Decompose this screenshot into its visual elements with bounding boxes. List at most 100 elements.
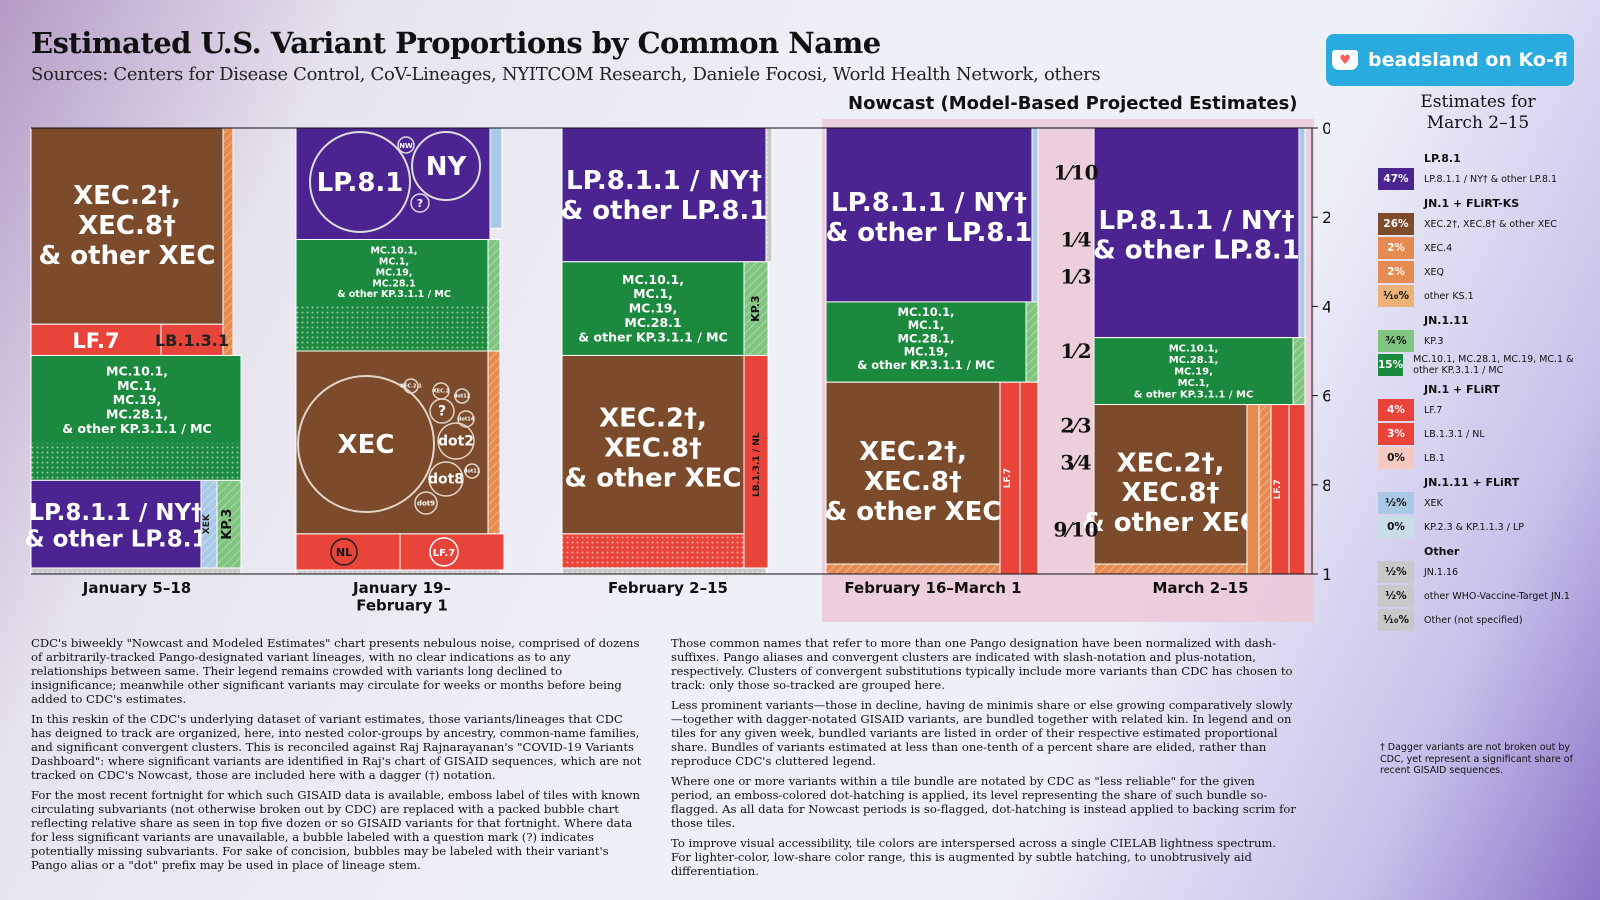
tile-label-line: ? xyxy=(417,197,423,210)
y-tick-label: 20% xyxy=(1322,208,1330,227)
bubble-label: dot9 xyxy=(417,499,435,507)
tile-label-kp3: KP.3 xyxy=(749,295,762,321)
fraction-tick-label: 1⁄3 xyxy=(1060,265,1091,289)
tile-label-line: NW xyxy=(399,142,413,150)
legend-item: 0% LB.1 xyxy=(1378,446,1588,470)
tile-kp3-pattern xyxy=(1026,301,1038,383)
tile-label-line: XEC.8† xyxy=(864,467,962,497)
tile-lf7-pattern xyxy=(562,533,744,568)
bubble-label: XEC.2.1 xyxy=(400,384,422,390)
legend-label: other WHO-Vaccine-Target JN.1 xyxy=(1424,590,1570,602)
legend-item: 15% MC.10.1, MC.28.1, MC.19, MC.1 & other… xyxy=(1378,353,1588,377)
legend-label: LB.1 xyxy=(1424,452,1445,464)
tile-label-mc: MC.10.1, MC.28.1, MC.19, MC.1, & other KP.3.… xyxy=(1134,344,1254,401)
legend-swatch: 47% xyxy=(1378,168,1414,190)
legend-label: XEC.4 xyxy=(1424,242,1453,254)
fraction-tick-label: 3⁄4 xyxy=(1060,451,1091,475)
tile-label-line: ? xyxy=(438,404,446,420)
bubble xyxy=(297,375,435,513)
tile-label-line: LP.8.1.1 / NY† xyxy=(29,500,202,526)
page-title: Estimated U.S. Variant Proportions by Co… xyxy=(31,26,881,60)
tile-label-line: dot12 xyxy=(454,394,471,400)
tile-label-line: & other XEC xyxy=(825,497,1002,527)
tile-label-line: MC.28.1, xyxy=(106,407,168,422)
legend-swatch: 3% xyxy=(1378,423,1414,445)
tile-label-mc: MC.10.1, MC.1, MC.19, MC.28.1 & other KP.3.1… xyxy=(578,272,727,345)
tile-label-line: LB.1.3.1 xyxy=(155,331,229,350)
legend-swatch: 2% xyxy=(1378,237,1414,259)
tile-label-lp81: LP.8.1.1 / NY† & other LP.8.1 xyxy=(25,500,208,552)
tile-label-line: MC.1, xyxy=(633,286,673,301)
tile-label-line: MC.10.1, xyxy=(370,246,417,257)
tile-label-line: XEC.8† xyxy=(604,434,702,464)
tile-xec xyxy=(561,354,745,535)
tile-label-line: & other XEC xyxy=(565,463,742,493)
tile-mc-dots xyxy=(296,306,488,351)
tile-lp81 xyxy=(825,127,1033,303)
x-tick-label: February 2–15 xyxy=(608,579,728,597)
legend-swatch: 0% xyxy=(1378,516,1414,538)
bubble xyxy=(414,491,438,515)
note-paragraph: Those common names that refer to more th… xyxy=(671,636,1293,692)
notes-left: CDC's biweekly "Nowcast and Modeled Esti… xyxy=(31,636,646,878)
tile-label-line: & other KP.3.1.1 / MC xyxy=(1134,390,1254,401)
tile-label-line: February 16–March 1 xyxy=(844,579,1021,597)
tile-label-line: LF.7 xyxy=(433,548,456,559)
tile-label-line: MC.28.1, xyxy=(898,331,955,345)
tile-xec4 xyxy=(1246,404,1260,575)
legend-item: 47% LP.8.1.1 / NY† & other LP.8.1 xyxy=(1378,167,1588,191)
y-tick-label: 80% xyxy=(1322,476,1330,495)
tile-label-line: XEC.2.1 xyxy=(400,384,422,390)
tile-label-mc: MC.10.1, MC.1, MC.19, MC.28.1, & other KP.3.… xyxy=(62,363,211,436)
tile-label-line: XEC xyxy=(338,430,395,460)
tile-label-line: MC.1, xyxy=(1178,378,1210,389)
tile-label-line: MC.1, xyxy=(117,378,157,393)
legend-item: ½% XEK xyxy=(1378,491,1588,515)
tile-label-line: MC.28.1, xyxy=(1169,355,1219,366)
tile-label-lf7: LF.7 xyxy=(1003,468,1013,488)
tile-label-line: & other KP.3.1.1 / MC xyxy=(62,421,211,436)
tile-label-xec: XEC.2†, XEC.8† & other XEC xyxy=(1082,448,1259,538)
tile-label-lp81: LP.8.1.1 / NY† & other LP.8.1 xyxy=(826,188,1033,248)
tile-label-line: MC.10.1, xyxy=(1169,344,1219,355)
bubble-label: dot8 xyxy=(428,472,464,488)
tile-mc xyxy=(561,261,745,356)
legend-label: XEK xyxy=(1424,497,1443,509)
tile-other-pattern xyxy=(31,568,241,574)
tile-lb131 xyxy=(1019,381,1039,575)
tile-label-line: dot14 xyxy=(458,417,475,423)
bubble xyxy=(432,382,450,400)
bubble xyxy=(397,136,415,154)
legend-swatch: ¹⁄₁₀% xyxy=(1378,609,1414,631)
bubble xyxy=(464,463,480,479)
tile-label-line: MC.19, xyxy=(113,392,162,407)
tile-label-line: LF.7 xyxy=(72,329,119,353)
tile-other-pattern xyxy=(296,570,500,574)
tile-side-gray-pattern xyxy=(766,128,772,262)
legend-swatch: ½% xyxy=(1378,585,1414,607)
tile-label-line: LP.8.1.1 / NY† xyxy=(566,166,762,196)
tile-label-line: MC.1, xyxy=(908,318,945,332)
tile-label-line: XEC.8† xyxy=(1122,478,1220,508)
bubble-label: NL xyxy=(336,546,352,559)
legend-title: Estimates for March 2–15 xyxy=(1420,92,1536,133)
kofi-button[interactable]: ♥ beadsland on Ko-fi xyxy=(1326,34,1574,86)
tile-kp3-pattern xyxy=(217,480,241,568)
tile-lb131 xyxy=(160,323,224,356)
tile-side-blue xyxy=(1031,127,1039,303)
bubble xyxy=(411,131,481,201)
tile-kp3-pattern xyxy=(744,261,768,356)
y-tick-label: 60% xyxy=(1322,387,1330,406)
tile-mc-dots xyxy=(31,442,241,481)
y-tick-label: 100% xyxy=(1322,565,1330,584)
tile-label-line: January 5–18 xyxy=(82,579,191,597)
tile-label-line: XEC.2†, xyxy=(599,404,707,434)
legend-swatch: 26% xyxy=(1378,213,1414,235)
tile-label-line: & other KP.3.1.1 / MC xyxy=(578,329,727,344)
tile-label-line: MC.1, xyxy=(379,256,409,267)
tile-xeq-pattern xyxy=(1259,404,1271,574)
tile-label-line: XEC.2†, xyxy=(1117,448,1225,478)
tile-label-line: dot11 xyxy=(464,469,481,475)
tile-label-line: NL xyxy=(336,546,352,559)
y-tick-label: 40% xyxy=(1322,297,1330,316)
